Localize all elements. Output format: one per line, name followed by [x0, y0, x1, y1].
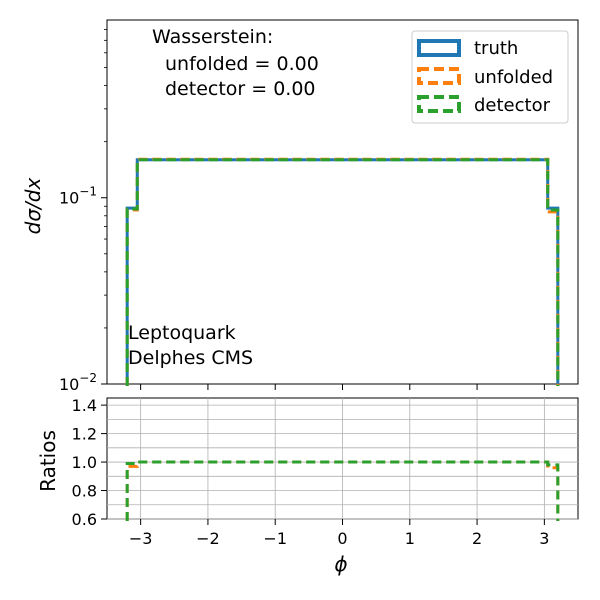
legend-swatch-truth [417, 39, 461, 57]
ratio-y-ticks: 0.6 0.8 1.0 1.2 1.4 [72, 396, 107, 529]
x-tick-label: 0 [337, 529, 347, 548]
main-y-axis-label: dσ/dx [21, 178, 45, 235]
legend-label-truth: truth [474, 38, 518, 59]
main-y-tick-label: 10−2 [59, 371, 97, 394]
ratio-y-tick-label: 1.4 [72, 396, 97, 415]
legend-label-unfolded: unfolded [474, 67, 553, 88]
ratio-plot-panel: 0.6 0.8 1.0 1.2 1.4 −3 −2 −1 0 1 2 3 Ratios ϕ [36, 396, 579, 576]
main-y-ticks: 10−2 10−1 [59, 29, 107, 394]
ratio-y-tick-label: 0.6 [72, 510, 97, 529]
legend-swatch-detector [417, 95, 461, 113]
x-tick-label: 1 [405, 529, 415, 548]
main-plot-panel: 10−2 10−1 dσ/dx Wasserstein: unfolded = 0… [21, 19, 579, 394]
x-tick-label: −2 [196, 529, 220, 548]
ratio-y-axis-label: Ratios [36, 430, 60, 492]
main-x-ticks [140, 384, 545, 390]
wasserstein-unfolded-line: unfolded = 0.00 [165, 53, 319, 75]
x-tick-label: −3 [129, 529, 153, 548]
process-label: Leptoquark [128, 322, 236, 344]
ratio-x-ticks: −3 −2 −1 0 1 2 3 [129, 519, 549, 548]
wasserstein-annotation-title: Wasserstein: [152, 26, 273, 48]
ratio-y-tick-label: 0.8 [72, 482, 97, 501]
legend: truth unfolded detector [411, 30, 569, 124]
main-y-tick-label: 10−1 [59, 185, 97, 208]
legend-swatch-unfolded [417, 67, 461, 85]
ratio-y-tick-label: 1.2 [72, 425, 97, 444]
series-detector [125, 158, 560, 386]
legend-label-detector: detector [474, 95, 551, 116]
x-tick-label: 2 [472, 529, 482, 548]
ratio-grid [107, 398, 578, 520]
ratio-series-detector [125, 460, 560, 521]
x-axis-label: ϕ [334, 552, 347, 576]
main-histogram-series [125, 157, 560, 386]
detector-label: Delphes CMS [128, 347, 253, 369]
ratio-series [125, 460, 560, 521]
x-tick-label: 3 [539, 529, 549, 548]
ratio-y-tick-label: 1.0 [72, 453, 97, 472]
wasserstein-detector-line: detector = 0.00 [165, 78, 316, 100]
x-tick-label: −1 [263, 529, 287, 548]
